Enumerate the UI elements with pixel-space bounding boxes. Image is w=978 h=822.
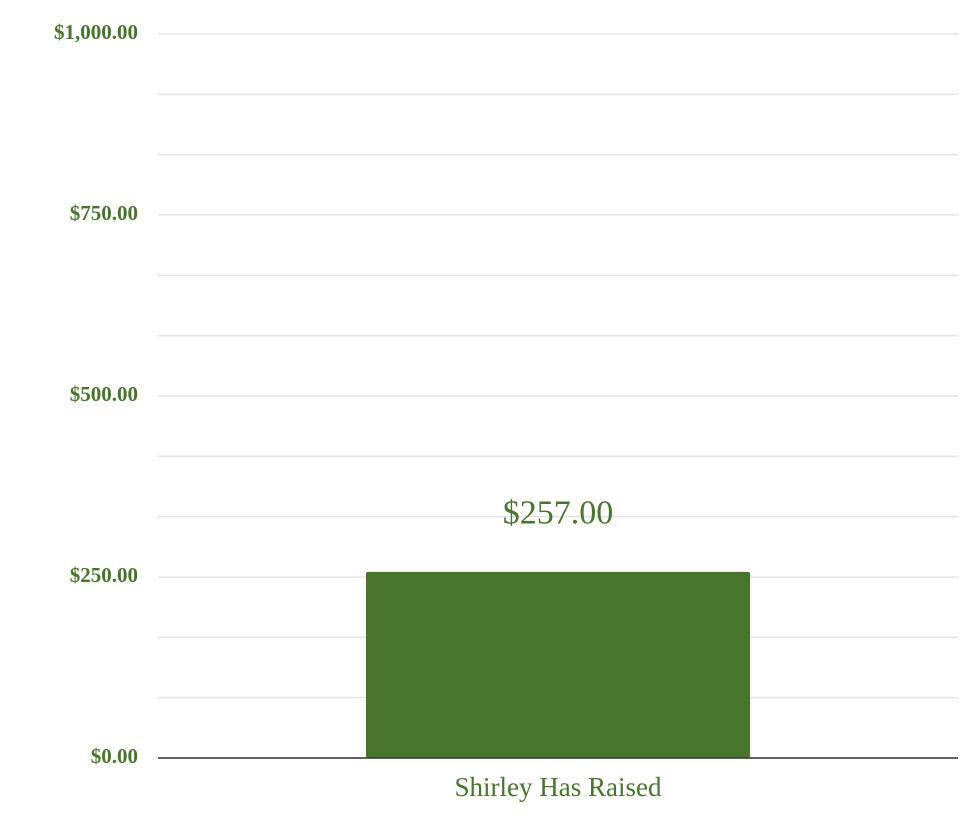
y-tick-label: $750.00 [70,201,138,225]
y-tick-label: $0.00 [91,744,138,768]
y-tick-label: $500.00 [70,382,138,406]
value-label: $257.00 [503,495,614,532]
x-tick-label: Shirley Has Raised [455,772,662,802]
y-tick-label: $250.00 [70,563,138,587]
y-tick-label: $1,000.00 [54,20,138,44]
bar [366,571,750,758]
